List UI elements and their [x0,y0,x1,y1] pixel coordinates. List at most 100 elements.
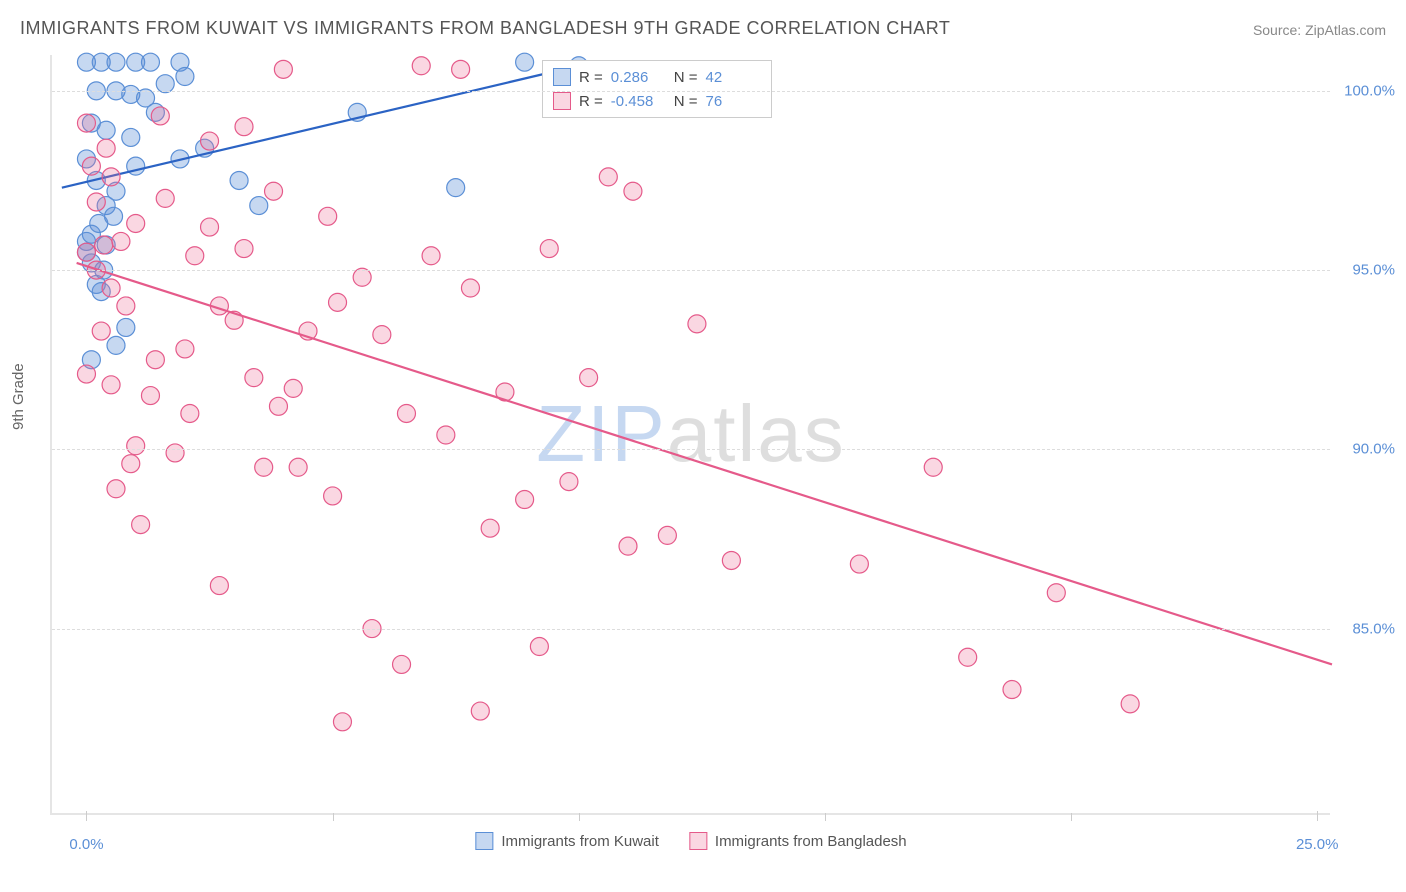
data-point [530,638,548,656]
data-point [289,458,307,476]
series-legend: Immigrants from Kuwait Immigrants from Ba… [475,829,906,853]
data-point [471,702,489,720]
series-name: Immigrants from Kuwait [501,833,659,850]
data-point [235,118,253,136]
data-point [1047,584,1065,602]
data-point [452,60,470,78]
legend-swatch [553,68,571,86]
data-point [112,232,130,250]
data-point [105,207,123,225]
data-point [201,132,219,150]
data-point [516,53,534,71]
gridline [52,270,1330,271]
data-point [373,326,391,344]
data-point [329,293,347,311]
n-label: N = [674,69,698,86]
y-tick-label: 95.0% [1352,262,1395,279]
data-point [97,139,115,157]
x-tick-label: 25.0% [1296,836,1339,853]
data-point [102,376,120,394]
series-name: Immigrants from Bangladesh [715,833,907,850]
data-point [166,444,184,462]
data-point [77,365,95,383]
gridline [52,629,1330,630]
data-point [560,473,578,491]
data-point [924,458,942,476]
data-point [176,340,194,358]
gridline [52,91,1330,92]
data-point [107,336,125,354]
data-point [250,197,268,215]
x-tick-minor [579,813,580,821]
series-legend-item: Immigrants from Bangladesh [689,829,907,853]
regression-line [62,66,579,188]
data-point [540,240,558,258]
data-point [87,193,105,211]
data-point [688,315,706,333]
data-point [107,480,125,498]
y-tick-label: 100.0% [1344,82,1395,99]
data-point [122,128,140,146]
data-point [127,437,145,455]
data-point [117,318,135,336]
legend-swatch [553,92,571,110]
data-point [235,240,253,258]
y-tick-label: 90.0% [1352,441,1395,458]
x-tick-label: 0.0% [69,836,103,853]
data-point [269,397,287,415]
data-point [82,157,100,175]
data-point [95,236,113,254]
x-tick-minor [333,813,334,821]
plot-area: ZIPatlas R =0.286N =42R =-0.458N =76 Imm… [50,55,1330,815]
data-point [151,107,169,125]
data-point [1003,681,1021,699]
data-point [284,379,302,397]
data-point [92,322,110,340]
series-legend-item: Immigrants from Kuwait [475,829,659,853]
data-point [102,279,120,297]
data-point [850,555,868,573]
data-point [393,655,411,673]
stats-legend: R = 0.286 N = 42 R =-0.458N =76 [542,60,772,118]
data-point [619,537,637,555]
chart-container: IMMIGRANTS FROM KUWAIT VS IMMIGRANTS FRO… [0,0,1406,892]
x-tick-minor [825,813,826,821]
source-label: Source: [1253,22,1301,38]
x-tick-major [1317,811,1318,821]
r-value: -0.458 [611,93,666,110]
data-point [599,168,617,186]
data-point [77,114,95,132]
data-point [245,369,263,387]
y-axis-label: 9th Grade [10,363,27,430]
n-value: 42 [706,69,761,86]
data-point [658,526,676,544]
data-point [141,387,159,405]
data-point [333,713,351,731]
data-point [176,68,194,86]
r-value: 0.286 [611,69,666,86]
stats-legend-row: R =-0.458N =76 [553,89,761,113]
data-point [102,168,120,186]
data-point [132,516,150,534]
data-point [122,455,140,473]
n-value: 76 [706,93,761,110]
data-point [186,247,204,265]
data-point [319,207,337,225]
chart-title: IMMIGRANTS FROM KUWAIT VS IMMIGRANTS FRO… [20,18,950,39]
source-name: ZipAtlas.com [1305,22,1386,38]
data-point [624,182,642,200]
data-point [146,351,164,369]
data-point [77,243,95,261]
data-point [265,182,283,200]
plot-svg [52,55,1330,813]
data-point [274,60,292,78]
data-point [580,369,598,387]
stats-legend-row: R = 0.286 N = 42 [553,65,761,89]
data-point [181,404,199,422]
data-point [516,491,534,509]
gridline [52,449,1330,450]
data-point [107,53,125,71]
x-tick-major [86,811,87,821]
r-label: R = [579,69,603,86]
data-point [141,53,159,71]
